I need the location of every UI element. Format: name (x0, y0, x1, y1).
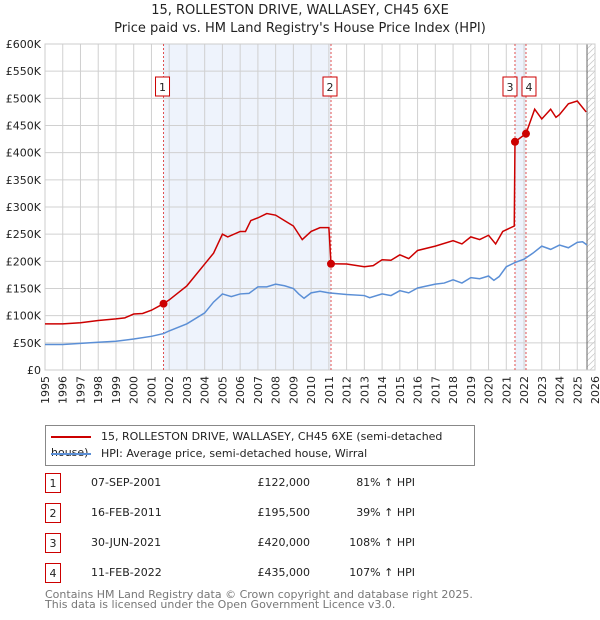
legend: 15, ROLLESTON DRIVE, WALLASEY, CH45 6XE … (45, 425, 475, 466)
sale-label: 1 (159, 81, 166, 94)
sale-price: £420,000 (257, 536, 311, 549)
sale-point (327, 259, 335, 268)
sale-label-box (502, 76, 518, 97)
sale-label: 4 (525, 81, 532, 94)
y-tick-label: £150K (6, 283, 42, 296)
x-tick-label: 2019 (465, 376, 478, 404)
title-line-1: 15, ROLLESTON DRIVE, WALLASEY, CH45 6XE (151, 3, 449, 18)
x-tick-label: 1997 (74, 376, 87, 404)
x-tick-label: 2008 (270, 376, 283, 404)
x-tick-label: 2023 (536, 376, 549, 404)
x-tick-label: 1995 (39, 376, 52, 404)
sale-point (510, 137, 519, 146)
price-chart: 1995 1996 1997 1998 1999 2000 2001 2002 2003 2004… (6, 38, 600, 404)
sale-date: 07-SEP-2001 (91, 476, 162, 489)
x-tick-label: 2002 (163, 376, 176, 404)
x-tick-label: 2018 (447, 376, 460, 404)
x-tick-label: 2026 (589, 376, 600, 404)
sale-number: 3 (45, 533, 61, 553)
y-tick-label: £400K (6, 147, 42, 160)
sale-price: £122,000 (257, 476, 311, 489)
sale-date: 30-JUN-2021 (91, 536, 162, 549)
y-tick-label: £200K (6, 255, 42, 268)
x-tick-label: 2003 (181, 376, 194, 404)
y-tick-label: £100K (6, 310, 42, 323)
sale-number: 4 (45, 563, 61, 583)
y-tick-label: £600K (6, 38, 42, 51)
sale-number: 1 (45, 473, 61, 493)
x-tick-label: 2016 (412, 376, 425, 404)
sale-price: £195,500 (257, 506, 311, 519)
x-tick-label: 2011 (323, 376, 336, 404)
x-tick-label: 2024 (554, 376, 567, 404)
x-tick-label: 2010 (305, 376, 318, 404)
sale-point (159, 299, 168, 308)
y-tick-label: £500K (6, 92, 42, 105)
sale-hpi: 81% ↑ HPI (356, 476, 415, 489)
x-tick-label: 2009 (287, 376, 300, 404)
x-tick-label: 2014 (376, 376, 389, 404)
x-tick-label: 2006 (234, 376, 247, 404)
sale-date: 16-FEB-2011 (91, 506, 162, 519)
x-tick-label: 2005 (216, 376, 229, 404)
sale-label-box (322, 76, 338, 97)
x-tick-label: 1998 (92, 376, 105, 404)
sale-label: 3 (506, 81, 513, 94)
sale-point (521, 129, 530, 138)
x-tick-label: 2017 (429, 376, 442, 404)
chart-title: 15, ROLLESTON DRIVE, WALLASEY, CH45 6XE … (0, 2, 600, 38)
sale-hpi: 39% ↑ HPI (356, 506, 415, 519)
x-tick-label: 2004 (199, 376, 212, 404)
y-tick-label: £0 (27, 364, 41, 377)
x-tick-label: 1999 (110, 376, 123, 404)
sale-price: £435,000 (257, 566, 311, 579)
legend-label: HPI: Average price, semi-detached house,… (101, 447, 368, 460)
title-line-2: Price paid vs. HM Land Registry's House … (114, 21, 486, 36)
y-tick-label: £50K (13, 337, 42, 350)
legend-label: 15, ROLLESTON DRIVE, WALLASEY, CH45 6XE … (51, 430, 443, 459)
x-tick-label: 2001 (145, 376, 158, 404)
sale-date: 11-FEB-2022 (91, 566, 162, 579)
x-tick-label: 2022 (518, 376, 531, 404)
x-tick-label: 2007 (252, 376, 265, 404)
footer-line-1: Contains HM Land Registry data © Crown c… (45, 588, 473, 601)
sale-label: 2 (327, 81, 334, 94)
y-tick-label: £550K (6, 65, 42, 78)
legend-item-hpi: HPI: Average price, semi-detached house,… (51, 446, 367, 462)
y-tick-label: £450K (6, 120, 42, 133)
x-tick-label: 2021 (500, 376, 513, 404)
x-tick-label: 2013 (358, 376, 371, 404)
plot-border (44, 43, 596, 371)
x-tick-label: 2015 (394, 376, 407, 404)
footer-line-2: This data is licensed under the Open Gov… (45, 598, 396, 611)
x-tick-label: 2000 (128, 376, 141, 404)
legend-swatch-red (51, 436, 91, 438)
x-tick-label: 2012 (341, 376, 354, 404)
x-tick-label: 2025 (571, 376, 584, 404)
x-tick-label: 1996 (57, 376, 70, 404)
y-tick-label: £350K (6, 174, 42, 187)
sale-label-box (521, 76, 537, 97)
hpi-line (45, 240, 588, 346)
x-tick-label: 2020 (483, 376, 496, 404)
legend-item-property: 15, ROLLESTON DRIVE, WALLASEY, CH45 6XE … (51, 429, 474, 459)
y-tick-label: £300K (6, 201, 42, 214)
sale-hpi: 107% ↑ HPI (349, 566, 415, 579)
legend-swatch-blue (51, 453, 91, 455)
footer-attribution: Contains HM Land Registry data © Crown c… (45, 588, 473, 611)
sale-hpi: 108% ↑ HPI (349, 536, 415, 549)
sale-label-box (155, 76, 171, 97)
sale-number: 2 (45, 503, 61, 523)
y-tick-label: £250K (6, 228, 42, 241)
